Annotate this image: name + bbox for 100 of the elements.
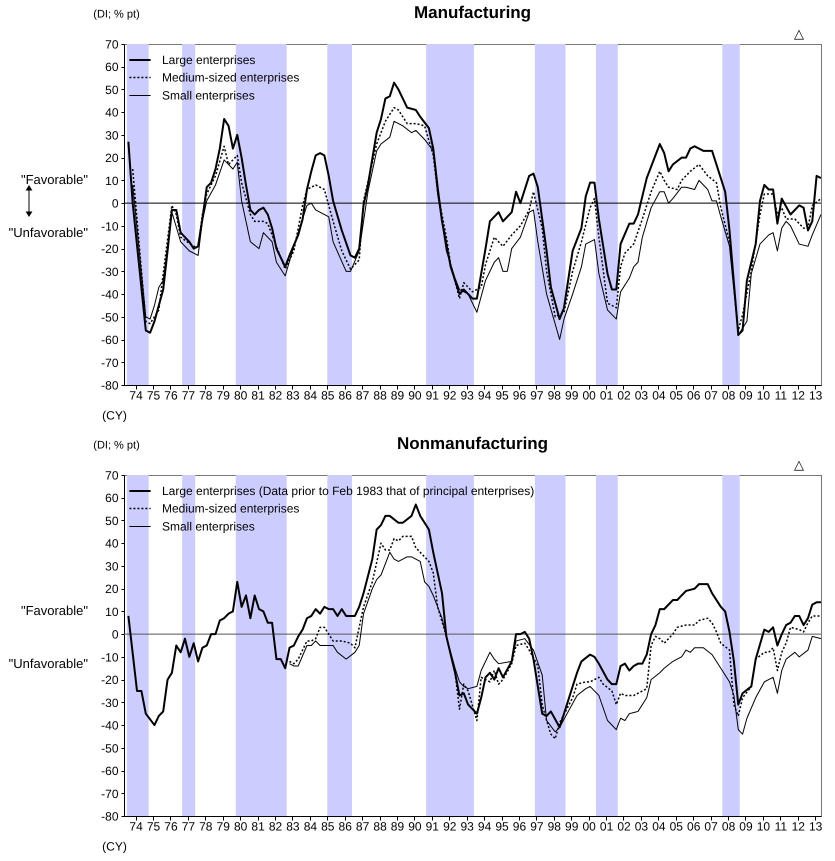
- x-tick-label: 92: [443, 820, 457, 834]
- x-tick-label: 79: [216, 820, 230, 834]
- x-axis-title: (CY): [102, 408, 127, 422]
- y-tick-label: -50: [101, 310, 119, 324]
- y-tick-label: 40: [105, 106, 119, 120]
- y-tick-label: -80: [101, 378, 119, 392]
- x-tick-label: 86: [338, 388, 352, 402]
- y-tick-label: 60: [105, 60, 119, 74]
- x-tick-label: 96: [512, 820, 526, 834]
- y-tick-label: 50: [105, 514, 119, 528]
- x-tick-label: 03: [634, 820, 648, 834]
- y-tick-label: -40: [101, 718, 119, 733]
- x-tick-label: 76: [164, 388, 178, 402]
- x-tick-label: 74: [129, 388, 144, 402]
- y-tick-label: -50: [101, 741, 119, 756]
- x-tick-label: 81: [251, 388, 266, 402]
- x-tick-label: 82: [268, 820, 282, 834]
- x-tick-label: 94: [478, 388, 492, 402]
- x-tick-label: 76: [164, 820, 178, 834]
- y-tick-label: 10: [105, 604, 119, 619]
- chart-title: Manufacturing: [414, 3, 532, 22]
- x-tick-label: 91: [426, 388, 440, 402]
- x-tick-label: 93: [460, 820, 474, 834]
- x-tick-label: 01: [600, 820, 614, 834]
- text: "Favorable": [20, 603, 88, 618]
- x-tick-label: 04: [652, 388, 666, 402]
- x-tick-label: 90: [408, 820, 422, 834]
- x-tick-label: 75: [146, 388, 160, 402]
- x-tick-label: 92: [443, 388, 457, 402]
- x-tick-label: 01: [600, 388, 614, 402]
- legend-label: Small enterprises: [162, 520, 255, 534]
- x-tick-label: 83: [286, 388, 300, 402]
- x-tick-label: 00: [582, 820, 596, 834]
- text: △: [794, 26, 804, 41]
- y-axis-title: (DI; % pt): [93, 8, 140, 20]
- x-tick-label: 80: [234, 388, 248, 402]
- x-tick-label: 98: [548, 820, 562, 834]
- x-tick-label: 97: [530, 388, 544, 402]
- y-tick-label: -20: [101, 242, 119, 256]
- x-tick-label: 93: [460, 388, 474, 402]
- x-tick-label: 85: [321, 388, 335, 402]
- x-tick-label: 75: [146, 820, 160, 834]
- x-tick-label: 83: [286, 820, 300, 834]
- x-tick-label: 85: [321, 820, 335, 834]
- y-tick-label: 30: [105, 559, 119, 574]
- x-tick-label: 95: [495, 820, 509, 834]
- y-tick-label: -80: [101, 810, 119, 824]
- x-tick-label: 78: [199, 820, 213, 834]
- y-tick-label: -60: [101, 764, 119, 778]
- y-tick-label: 70: [105, 468, 119, 482]
- x-tick-label: 08: [722, 820, 736, 834]
- y-tick-label: -20: [101, 673, 119, 688]
- x-tick-label: 08: [722, 388, 736, 402]
- text: "Unfavorable": [8, 225, 88, 240]
- x-tick-label: 94: [478, 820, 492, 834]
- x-tick-label: 05: [670, 820, 684, 834]
- x-tick-label: 13: [809, 388, 823, 402]
- x-tick-label: 99: [565, 388, 579, 402]
- x-tick-label: 10: [756, 820, 770, 834]
- text: "Unfavorable": [8, 656, 88, 671]
- x-tick-label: 05: [670, 388, 684, 402]
- x-tick-label: 07: [704, 820, 718, 834]
- y-tick-label: -10: [101, 650, 119, 664]
- legend-label: Small enterprises: [162, 88, 255, 102]
- y-tick-label: 30: [105, 128, 119, 142]
- x-tick-label: 02: [617, 388, 631, 402]
- x-tick-label: 87: [356, 820, 370, 834]
- x-tick-label: 09: [739, 388, 753, 402]
- y-tick-label: -60: [101, 333, 119, 348]
- y-tick-label: -70: [101, 786, 119, 801]
- x-tick-label: 88: [373, 820, 388, 834]
- x-tick-label: 06: [687, 820, 701, 834]
- y-tick-label: -10: [101, 219, 119, 234]
- x-tick-label: 02: [617, 820, 631, 834]
- x-tick-label: 00: [582, 388, 596, 402]
- x-tick-label: 87: [356, 388, 370, 402]
- x-tick-label: 95: [495, 388, 509, 402]
- x-tick-label: 97: [530, 820, 544, 834]
- x-tick-label: 77: [182, 820, 196, 834]
- y-tick-label: 40: [105, 536, 119, 551]
- y-tick-label: 0: [112, 628, 119, 642]
- y-tick-label: 20: [105, 582, 119, 596]
- y-tick-label: -30: [101, 264, 119, 279]
- y-tick-label: 0: [112, 196, 119, 211]
- legend-label: Medium-sized enterprises: [162, 502, 300, 516]
- x-tick-label: 09: [739, 820, 753, 834]
- x-tick-label: 96: [512, 388, 526, 402]
- x-tick-label: 77: [182, 388, 196, 402]
- x-tick-label: 89: [390, 388, 404, 402]
- y-axis-title: (DI; % pt): [93, 440, 140, 452]
- x-tick-label: 10: [756, 388, 770, 402]
- x-tick-label: 04: [652, 820, 666, 834]
- legend-label: Medium-sized enterprises: [162, 70, 300, 84]
- x-tick-label: 91: [426, 820, 440, 834]
- x-tick-label: 81: [251, 820, 266, 834]
- x-tick-label: 84: [304, 388, 318, 402]
- y-tick-label: -70: [101, 356, 119, 370]
- y-tick-label: 60: [105, 491, 119, 506]
- y-tick-label: 20: [105, 151, 119, 166]
- text: △: [794, 457, 804, 472]
